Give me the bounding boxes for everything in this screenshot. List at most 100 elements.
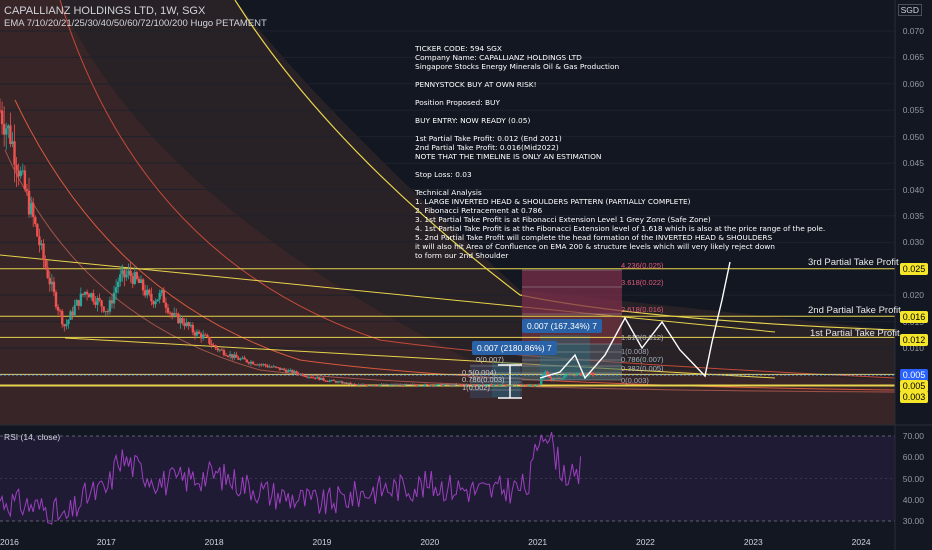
candle-body: [299, 373, 302, 375]
candle-body: [210, 343, 213, 345]
candle-body: [328, 380, 331, 382]
currency-label[interactable]: SGD: [897, 4, 922, 16]
candle-body: [156, 299, 159, 302]
time-tick-label: 2017: [96, 537, 116, 547]
ema-50-line: [4, 149, 895, 393]
candle-body: [589, 372, 593, 374]
candle-body: [583, 373, 586, 375]
candle-body: [297, 373, 300, 375]
fib-ext-label: 0.382(0.005): [621, 364, 664, 373]
candle-body: [231, 354, 234, 358]
candle-body: [401, 384, 404, 386]
candle-body: [15, 164, 18, 171]
candle-body: [336, 381, 340, 383]
time-tick-label: 2021: [528, 537, 548, 547]
candle-body: [65, 324, 68, 327]
candle-body: [129, 270, 132, 277]
candle-body: [316, 377, 319, 379]
candle-body: [7, 125, 10, 129]
price-tick-label: 0.050: [902, 131, 924, 142]
candle-body: [388, 384, 392, 386]
time-tick-label: 2018: [204, 537, 224, 547]
ema-zone-outer: [0, 0, 895, 425]
candle-body: [461, 384, 464, 386]
candle-body: [380, 384, 383, 386]
candle-body: [591, 373, 595, 376]
candle-body: [19, 171, 22, 177]
candle-body: [239, 358, 242, 360]
candle-body: [510, 384, 514, 386]
candle-body: [347, 382, 350, 384]
candle-body: [305, 376, 309, 378]
measure-badge-1[interactable]: 0.007 (167.34%) 7: [522, 319, 602, 333]
candle-body: [303, 375, 307, 377]
candle-body: [247, 362, 251, 364]
indicator-label[interactable]: EMA 7/10/20/21/25/30/40/50/60/72/100/200…: [4, 18, 267, 29]
measure-badge-2[interactable]: 0.007 (2180.86%) 7: [472, 341, 557, 355]
candle-body: [500, 384, 504, 386]
candle-body: [515, 383, 518, 386]
candle-body: [326, 380, 329, 382]
candle-body: [554, 377, 557, 379]
candle-body: [104, 311, 107, 313]
candle-body: [411, 384, 414, 386]
candle-body: [320, 377, 323, 380]
chart-title: CAPALLIANZ HOLDINGS LTD, 1W, SGX: [4, 5, 206, 17]
candle-body: [434, 385, 437, 387]
candle-body: [448, 384, 452, 386]
candle-body: [193, 332, 197, 336]
rsi-tick-label: 30.00: [902, 516, 924, 526]
price-tick-label: 0.065: [902, 52, 924, 63]
candle-body: [382, 384, 385, 386]
candle-body: [293, 371, 296, 374]
candle-body: [548, 374, 551, 378]
candle-body: [479, 384, 483, 386]
candle-body: [540, 378, 543, 385]
candle-body: [154, 301, 157, 305]
candle-body: [108, 300, 112, 312]
candle-body: [52, 281, 56, 293]
candle-body: [56, 306, 60, 311]
candle-body: [214, 345, 217, 349]
candle-body: [131, 276, 134, 284]
candle-body: [63, 324, 66, 327]
measure-zone-2: [492, 362, 520, 397]
candle-body: [258, 364, 261, 366]
candle-body: [457, 384, 460, 386]
candle-body: [216, 348, 219, 351]
tp1-label: 1st Partial Take Profit: [810, 328, 900, 339]
fib-ext-label: 3.618(0.022): [621, 278, 664, 287]
time-tick-label: 2016: [0, 537, 19, 547]
candle-body: [152, 301, 155, 305]
ema-zone-inner: [0, 0, 895, 425]
candle-body: [280, 368, 284, 370]
rsi-label[interactable]: RSI (14, close): [4, 432, 61, 442]
candle-body: [345, 382, 348, 384]
candle-body: [332, 379, 336, 382]
candle-body: [571, 374, 574, 376]
ema-200-line: [234, 0, 895, 331]
candle-body: [77, 300, 80, 306]
time-tick-label: 2020: [420, 537, 440, 547]
candle-body: [355, 384, 358, 386]
candle-body: [421, 385, 425, 387]
candle-body: [419, 385, 423, 387]
candle-body: [92, 293, 95, 302]
fib-ext-label: 1(0.008): [621, 347, 649, 356]
candle-body: [386, 384, 389, 386]
candle-body: [566, 374, 570, 376]
candle-body: [170, 313, 174, 316]
candle-body: [119, 274, 122, 282]
candle-body: [175, 313, 178, 315]
candle-body: [160, 290, 163, 294]
candle-body: [235, 354, 238, 358]
price-tick-label: 0.040: [902, 184, 924, 195]
candle-body: [40, 243, 43, 246]
rsi-tick-label: 50.00: [902, 473, 924, 484]
candle-body: [206, 335, 209, 338]
candle-body: [525, 385, 528, 387]
candle-body: [110, 300, 114, 304]
candle-body: [340, 381, 344, 384]
time-tick-label: 2023: [743, 537, 763, 547]
